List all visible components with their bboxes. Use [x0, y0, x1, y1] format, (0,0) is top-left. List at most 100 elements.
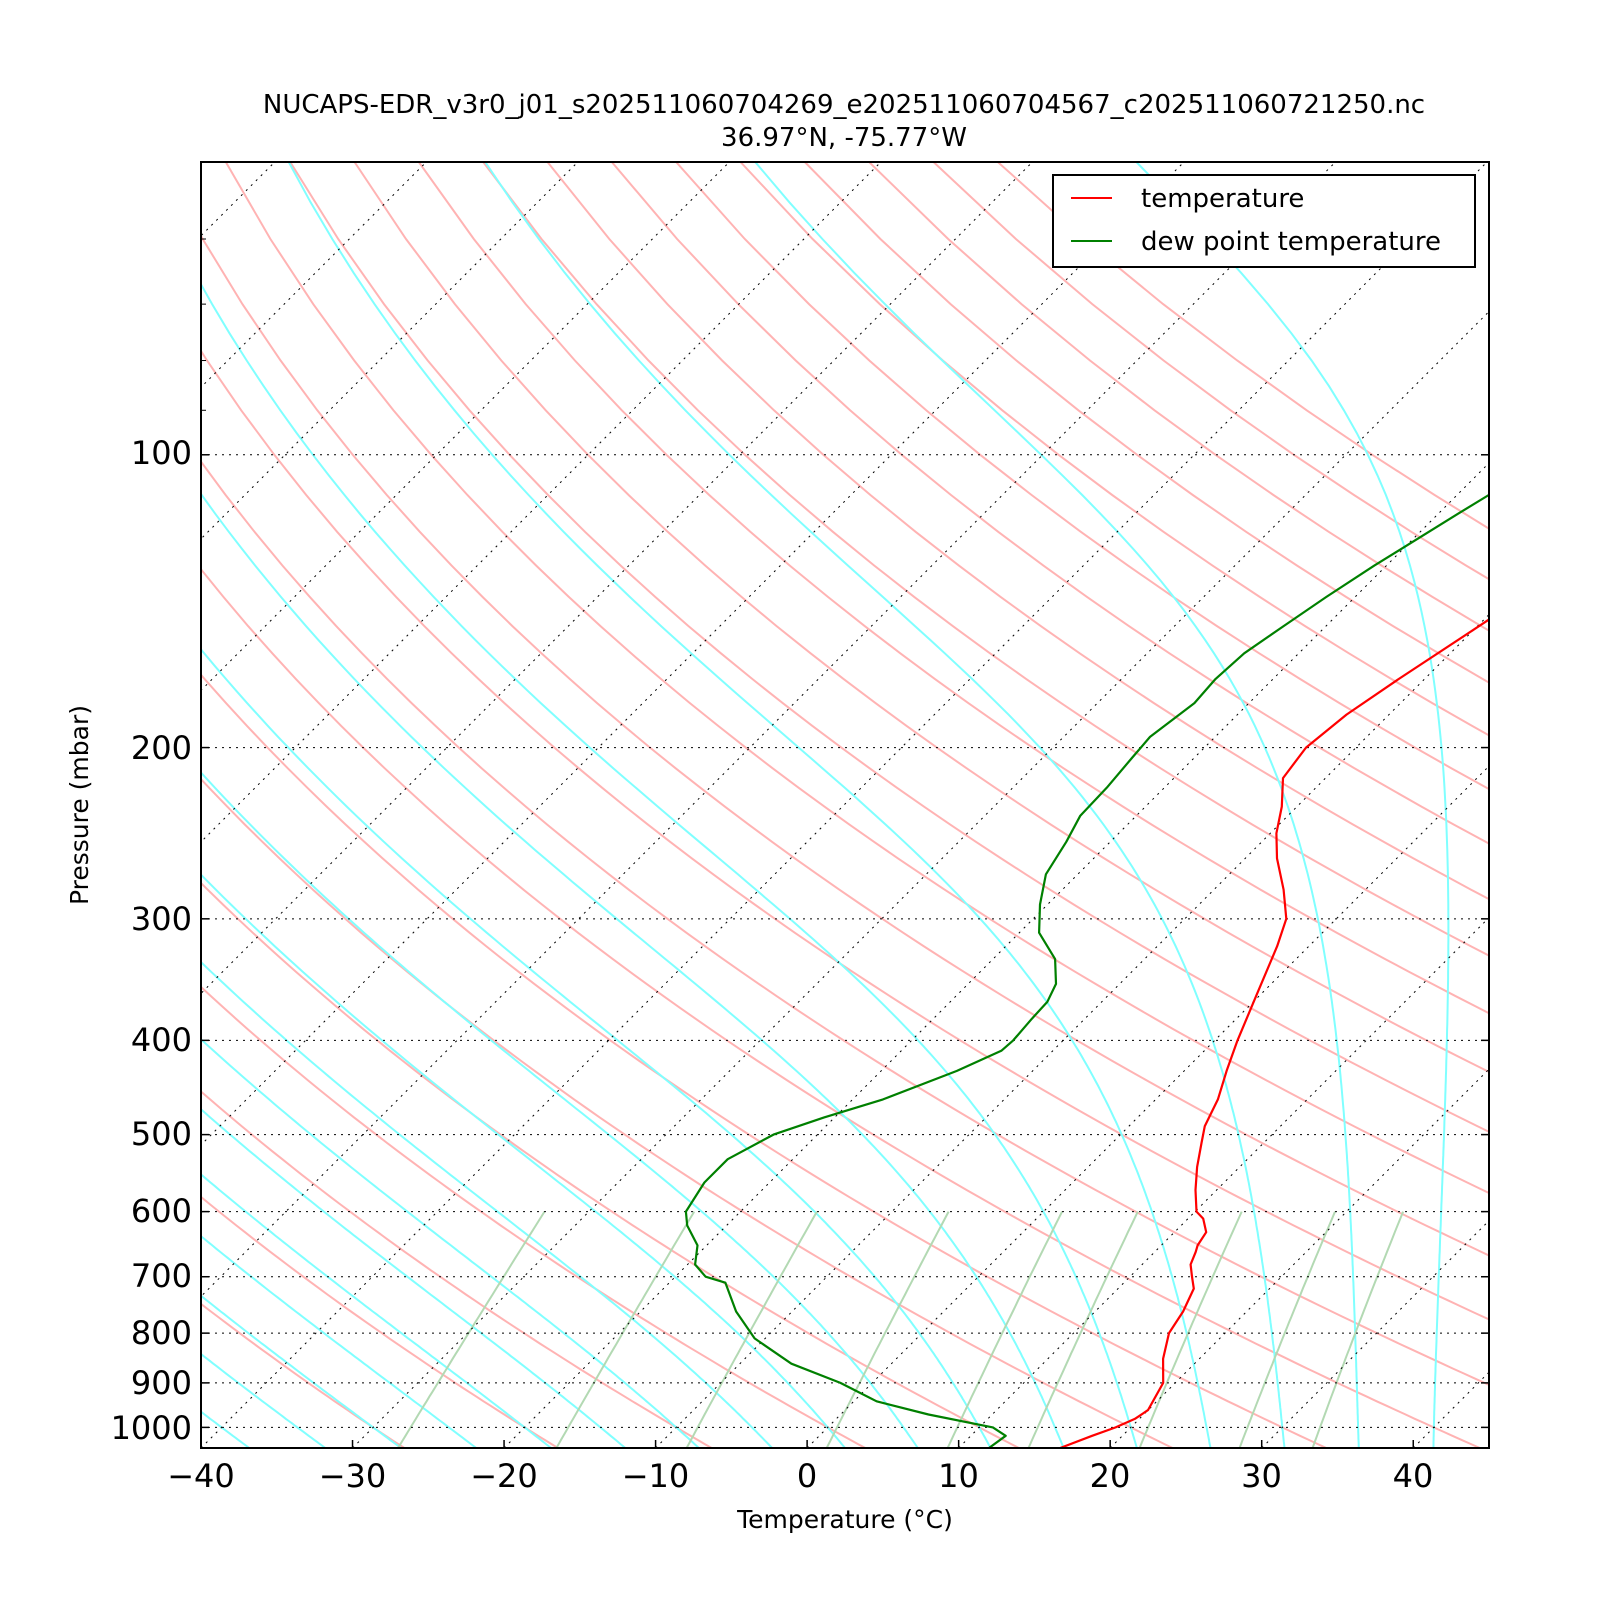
- x-tick-label: 10: [938, 1457, 979, 1495]
- mixing-ratio-line: [1138, 1211, 1243, 1448]
- isotherm-line: [655, 613, 1489, 1448]
- dry-adiabat-line: [675, 162, 1489, 791]
- y-axis-label: Pressure (mbar): [65, 705, 94, 905]
- dry-adiabat-line: [804, 162, 1489, 684]
- moist-adiabat-line: [201, 282, 1138, 1448]
- moist-adiabat-line: [201, 771, 919, 1448]
- isotherm-line: [0, 162, 123, 1448]
- temperature-line: [1059, 618, 1489, 1448]
- x-axis-label: Temperature (°C): [736, 1505, 953, 1534]
- dry-adiabat-line: [482, 162, 1489, 957]
- legend-label-temperature: temperature: [1141, 184, 1304, 214]
- legend-label-dewpoint: dew point temperature: [1141, 227, 1441, 257]
- isotherm-line: [1412, 1371, 1489, 1448]
- isotherm-line: [201, 162, 1185, 1146]
- plot-frame: [200, 161, 1490, 1449]
- y-tick-label: 100: [131, 434, 192, 472]
- isotherm-line: [1565, 162, 1600, 1448]
- moist-adiabat-line: [1508, 162, 1598, 1448]
- isotherm-line: [201, 162, 1488, 1448]
- legend-box: [1052, 174, 1476, 268]
- moist-adiabat-line: [484, 162, 1286, 1448]
- y-tick-labels: 100 200 300 400 500 600 700 800 900 1000: [111, 434, 192, 1447]
- dry-adiabat-line: [201, 777, 1174, 1448]
- isotherms-grid: [0, 162, 1600, 1448]
- dry-adiabat-line: [289, 162, 1489, 1133]
- isotherm-line: [201, 162, 276, 237]
- moist-adiabat-line: [201, 873, 846, 1448]
- x-tick-label: 20: [1090, 1457, 1131, 1495]
- moist-adiabat-line: [1135, 162, 1450, 1448]
- dry-adiabat-line: [417, 162, 1489, 1015]
- isotherm-line: [958, 916, 1489, 1448]
- dry-adiabat-line: [201, 460, 1489, 1387]
- isotherm-line: [201, 162, 882, 843]
- x-tick-label: 30: [1241, 1457, 1282, 1495]
- dry-adiabat-line: [201, 881, 1020, 1448]
- y-tick-label: 900: [131, 1364, 192, 1402]
- moist-adiabats: [201, 162, 1598, 1448]
- mixing-ratio-lines: [397, 1211, 1405, 1448]
- dry-adiabat-line: [201, 985, 866, 1448]
- y-tick-label: 700: [131, 1257, 192, 1295]
- y-tick-label: 500: [131, 1115, 192, 1153]
- dry-adiabat-line: [868, 162, 1489, 632]
- y-tick-label: 600: [131, 1192, 192, 1230]
- x-tick-label: −40: [167, 1457, 235, 1495]
- y-tick-label: 800: [131, 1314, 192, 1352]
- moist-adiabat-line: [287, 162, 1212, 1448]
- mixing-ratio-line: [1238, 1211, 1336, 1448]
- x-tick-label: −30: [319, 1457, 387, 1495]
- moist-adiabat-line: [201, 1038, 700, 1448]
- chart-subtitle: 36.97°N, -75.77°W: [721, 123, 967, 153]
- dry-adiabat-line: [611, 162, 1489, 845]
- moist-adiabat-line: [201, 1410, 250, 1448]
- axis-ticks: [200, 238, 1489, 1448]
- isotherm-line: [1261, 1219, 1489, 1448]
- x-tick-label: −10: [622, 1457, 690, 1495]
- dewpoint-line: [684, 493, 1489, 1448]
- mixing-ratio-line: [685, 1211, 818, 1448]
- moist-adiabat-line: [201, 1108, 626, 1448]
- isotherm-line: [352, 310, 1489, 1448]
- isotherm-line: [201, 162, 427, 389]
- dry-adiabats: [201, 162, 1489, 1448]
- moist-adiabat-line: [754, 162, 1360, 1448]
- moist-adiabat-line: [201, 960, 773, 1448]
- moist-adiabat-line: [201, 1294, 402, 1448]
- dry-adiabat-line: [353, 162, 1489, 1074]
- dry-adiabat-line: [201, 233, 1489, 1257]
- y-tick-label: 1000: [111, 1409, 192, 1447]
- moist-adiabat-line: [201, 1352, 326, 1448]
- dry-adiabat-line: [201, 1090, 713, 1448]
- dry-adiabat-line: [932, 162, 1489, 581]
- x-tick-label: 0: [797, 1457, 817, 1495]
- y-tick-label: 400: [131, 1021, 192, 1059]
- dry-adiabat-line: [201, 673, 1327, 1448]
- mixing-ratio-line: [825, 1211, 950, 1448]
- dry-adiabat-line: [201, 567, 1481, 1448]
- y-tick-label: 300: [131, 900, 192, 938]
- x-tick-label: 40: [1393, 1457, 1434, 1495]
- dry-adiabat-line: [224, 162, 1489, 1195]
- mixing-ratio-line: [1311, 1211, 1405, 1448]
- isotherm-line: [201, 162, 730, 692]
- legend: temperature dew point temperature: [1052, 174, 1476, 268]
- x-tick-label: −20: [470, 1457, 538, 1495]
- dry-adiabat-line: [201, 349, 1489, 1321]
- dry-adiabat-line: [546, 162, 1489, 901]
- moist-adiabat-line: [201, 1234, 477, 1448]
- dry-adiabat-line: [739, 162, 1489, 737]
- x-tick-labels: −40 −30 −20 −10 0 10 20 30 40: [167, 1457, 1433, 1495]
- y-tick-label: 200: [131, 729, 192, 767]
- mixing-ratio-line: [1027, 1211, 1139, 1448]
- mixing-ratio-line: [946, 1211, 1063, 1448]
- moist-adiabat-line: [201, 492, 1065, 1448]
- mixing-ratio-line: [555, 1211, 696, 1448]
- data-series: [684, 493, 1489, 1448]
- dry-adiabat-line: [201, 1302, 405, 1448]
- isobars-grid: [201, 454, 1489, 1428]
- mixing-ratio-line: [397, 1211, 546, 1448]
- moist-adiabat-line: [201, 647, 992, 1448]
